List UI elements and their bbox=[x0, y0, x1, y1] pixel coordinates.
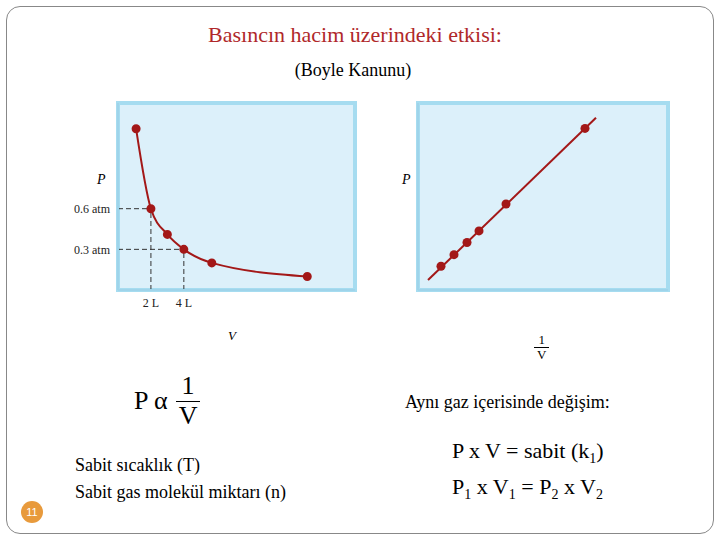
html-text:V: V bbox=[178, 400, 198, 430]
svg-text:2 L: 2 L bbox=[143, 296, 159, 310]
html-text:(Boyle Kanunu): (Boyle Kanunu) bbox=[294, 60, 412, 80]
html-text:1: 1 bbox=[181, 371, 195, 400]
html-text:Sabit gas molekül miktarı (n): Sabit gas molekül miktarı (n) bbox=[75, 482, 286, 502]
html-text:Basıncın hacim üzerindeki etki: Basıncın hacim üzerindeki etkisi: bbox=[208, 22, 502, 47]
html-text:V: V bbox=[537, 347, 547, 363]
html-text:P1x V1= P2x V2: P1x V1= P2x V2 bbox=[452, 474, 603, 503]
html-text:V: V bbox=[228, 328, 236, 343]
html-text:P α: P α bbox=[134, 386, 168, 416]
html-text:P: P bbox=[402, 172, 411, 187]
html-text:1: 1 bbox=[538, 332, 545, 347]
html-text:Aynı gaz içerisinde değişim:: Aynı gaz içerisinde değişim: bbox=[405, 392, 610, 412]
svg-text:0.6 atm: 0.6 atm bbox=[74, 202, 111, 216]
html-text:P x V = sabit (k1): P x V = sabit (k1) bbox=[452, 438, 604, 467]
html-text:11: 11 bbox=[26, 506, 38, 518]
svg-text:0.3 atm: 0.3 atm bbox=[74, 243, 111, 257]
html-text:P: P bbox=[97, 172, 106, 187]
svg-text:4 L: 4 L bbox=[176, 296, 192, 310]
html-text:Sabit sıcaklık (T): Sabit sıcaklık (T) bbox=[75, 455, 200, 475]
